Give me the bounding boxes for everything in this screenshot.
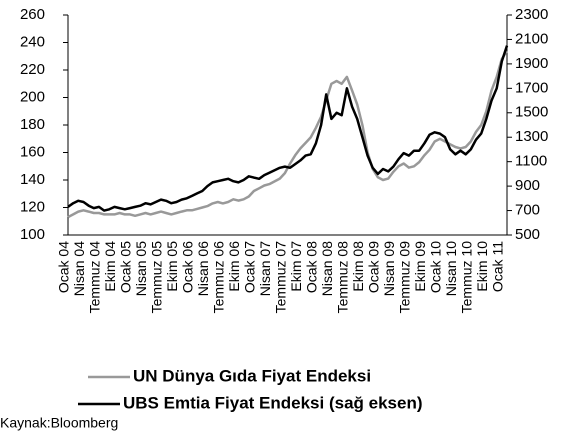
- y2-tick-label: 2100: [515, 30, 548, 47]
- x-tick-label: Nisan 08: [319, 241, 335, 296]
- y-tick-label: 180: [20, 116, 45, 133]
- y-tick-label: 160: [20, 143, 45, 160]
- x-tick-label: Ocak 07: [242, 241, 258, 293]
- y2-tick-label: 900: [515, 177, 540, 194]
- y2-tick-label: 2300: [515, 6, 548, 23]
- x-tick-label: Ocak 08: [304, 241, 320, 293]
- x-tick-label: Ocak 10: [428, 241, 444, 293]
- y-tick-label: 100: [20, 226, 45, 243]
- x-tick-label: Ocak 04: [56, 241, 72, 293]
- x-tick-label: Temmuz 05: [149, 241, 165, 314]
- legend-label: UBS Emtia Fiyat Endeksi (sağ eksen): [123, 393, 423, 412]
- y-tick-label: 200: [20, 88, 45, 105]
- x-tick-label: Ekim 04: [102, 241, 118, 292]
- y-tick-label: 220: [20, 61, 45, 78]
- y2-tick-label: 700: [515, 202, 540, 219]
- series-line: [67, 45, 509, 212]
- y2-tick-label: 1700: [515, 79, 548, 96]
- x-tick-label: Temmuz 07: [273, 241, 289, 314]
- x-tick-label: Ocak 05: [118, 241, 134, 293]
- y2-tick-label: 500: [515, 226, 540, 243]
- y2-tick-label: 1300: [515, 128, 548, 145]
- x-tick-label: Temmuz 09: [397, 241, 413, 314]
- x-tick-label: Nisan 07: [257, 241, 273, 296]
- x-tick-label: Temmuz 06: [211, 241, 227, 314]
- x-tick-label: Ekim 09: [412, 241, 428, 292]
- x-tick-label: Temmuz 04: [87, 241, 103, 314]
- legend-label: UN Dünya Gıda Fiyat Endeksi: [133, 366, 371, 385]
- source: Kaynak:Bloomberg: [0, 415, 118, 431]
- y-tick-label: 140: [20, 171, 45, 188]
- x-tick-label: Nisan 06: [195, 241, 211, 296]
- x-tick-label: Nisan 04: [71, 241, 87, 296]
- x-tick-label: Ekim 06: [226, 241, 242, 292]
- x-tick-label: Ocak 09: [366, 241, 382, 293]
- x-tick-label: Nisan 10: [443, 241, 459, 296]
- x-tick-label: Ekim 07: [288, 241, 304, 292]
- y2-tick-label: 1500: [515, 104, 548, 121]
- y-tick-label: 260: [20, 6, 45, 23]
- x-tick-label: Ekim 08: [350, 241, 366, 292]
- x-tick-label: Ekim 05: [164, 241, 180, 292]
- x-tick-label: Nisan 09: [381, 241, 397, 296]
- y2-tick-label: 1900: [515, 55, 548, 72]
- x-tick-label: Temmuz 10: [459, 241, 475, 314]
- y-tick-label: 120: [20, 198, 45, 215]
- x-tick-label: Ekim 10: [474, 241, 490, 292]
- x-tick-label: Ocak 06: [180, 241, 196, 293]
- y-tick-label: 240: [20, 33, 45, 50]
- x-tick-label: Temmuz 08: [335, 241, 351, 314]
- x-tick-label: Nisan 05: [133, 241, 149, 296]
- x-tick-label: Ocak 11: [490, 241, 506, 292]
- y2-tick-label: 1100: [515, 153, 547, 170]
